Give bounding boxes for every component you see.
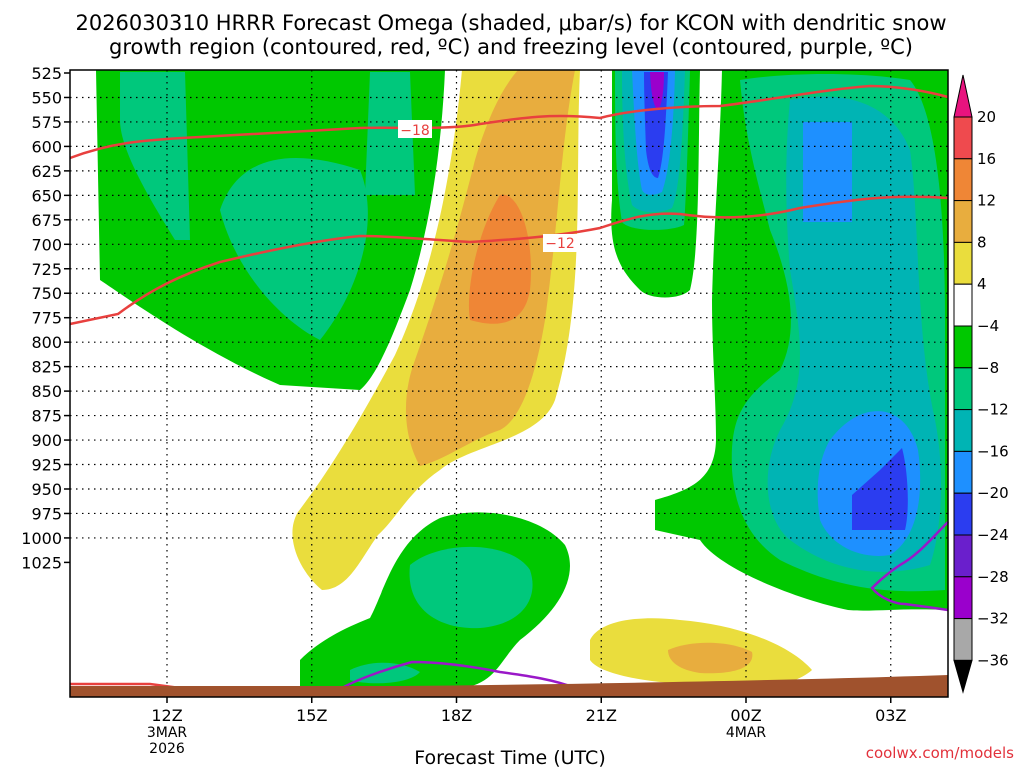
isotherm-minus-18	[69, 84, 949, 160]
colorbar-swatch	[953, 409, 973, 452]
dendritic-isotherms: −18 −12	[69, 84, 949, 326]
y-tick-label: 575	[31, 113, 62, 132]
colorbar-swatch	[953, 367, 973, 411]
colorbar-label: −32	[977, 610, 1009, 628]
y-tick-label: 750	[31, 284, 62, 303]
y-tick-label: 650	[31, 186, 62, 205]
x-tick-date: 4MAR	[726, 725, 767, 741]
y-tick-label: 800	[31, 333, 62, 352]
y-tick-label: 625	[31, 162, 62, 181]
chart-title-line1: 2026030310 HRRR Forecast Omega (shaded, …	[75, 11, 946, 35]
colorbar-label: 8	[977, 233, 987, 251]
x-axis-label: Forecast Time (UTC)	[414, 747, 605, 768]
x-tick-label: 18Z	[441, 706, 472, 725]
omega-region	[220, 158, 368, 340]
colorbar-swatch	[953, 534, 973, 578]
colorbar-label: 16	[977, 150, 996, 168]
plot-frame	[69, 69, 949, 698]
colorbar-label: 20	[977, 108, 996, 126]
colorbar-label: 12	[977, 192, 996, 210]
freezing-level-line	[341, 660, 576, 690]
colorbar-label: −36	[977, 651, 1009, 669]
colorbar-label: −28	[977, 568, 1009, 586]
isotherm-label-minus-18: −18	[400, 123, 430, 139]
y-tick-label: 700	[31, 235, 62, 254]
y-tick-label: 850	[31, 382, 62, 401]
colorbar-swatch	[953, 450, 973, 494]
colorbar-arrow-top	[953, 74, 973, 118]
x-tick-label: 12Z	[151, 706, 182, 725]
colorbar-label: −16	[977, 442, 1009, 460]
omega-region	[350, 662, 420, 684]
freezing-level	[341, 521, 949, 690]
x-tick-date: 3MAR	[147, 725, 188, 741]
omega-region	[365, 72, 415, 195]
colorbar-label: −8	[977, 359, 999, 377]
chart-title-line2: growth region (contoured, red, ºC) and f…	[109, 35, 913, 59]
isotherm-minus-12	[69, 195, 949, 326]
colorbar-swatch	[953, 325, 973, 369]
colorbar-label: −24	[977, 526, 1009, 544]
colorbar-label: −20	[977, 484, 1009, 502]
x-tick-label: 00Z	[730, 706, 761, 725]
colorbar: 20 16 12 8 4 −4 −8 −12 −16 −20 −24 −28 −32 −36	[953, 74, 1009, 694]
y-tick-label: 550	[31, 88, 62, 107]
colorbar-swatch	[953, 618, 973, 661]
credit-text: coolwx.com/models	[866, 744, 1014, 762]
y-tick-label: 825	[31, 358, 62, 377]
freezing-level-line	[870, 521, 949, 612]
y-tick-label: 975	[31, 504, 62, 523]
colorbar-swatch	[953, 492, 973, 536]
omega-region	[120, 72, 190, 240]
omega-region	[668, 642, 753, 674]
colorbar-label: −12	[977, 401, 1009, 419]
y-tick-label: 525	[31, 64, 62, 83]
x-tick-label: 21Z	[586, 706, 617, 725]
colorbar-swatch	[953, 283, 973, 327]
y-tick-label: 900	[31, 431, 62, 450]
isotherm-label-minus-12: −12	[545, 236, 575, 252]
colorbar-swatch	[953, 116, 973, 160]
y-tick-label: 1025	[21, 553, 62, 572]
omega-region	[650, 72, 664, 110]
colorbar-arrow-bottom	[953, 659, 973, 694]
colorbar-swatch	[953, 200, 973, 243]
omega-region	[852, 448, 908, 530]
omega-shading	[96, 70, 948, 688]
y-tick-label: 725	[31, 260, 62, 279]
colorbar-label: −4	[977, 317, 999, 335]
y-axis: 525 550 575 600 625 650 675 700 725 750 775 800 825 8…	[21, 64, 70, 572]
y-tick-label: 675	[31, 211, 62, 230]
x-tick-label: 03Z	[875, 706, 906, 725]
surface-terrain	[70, 675, 948, 697]
x-tick-year: 2026	[149, 741, 185, 757]
omega-region	[409, 546, 533, 629]
colorbar-swatch	[953, 576, 973, 620]
colorbar-swatch	[953, 158, 973, 202]
omega-region	[468, 194, 531, 324]
y-tick-label: 1000	[21, 529, 62, 548]
y-tick-label: 925	[31, 456, 62, 475]
x-tick-label: 15Z	[296, 706, 327, 725]
y-tick-label: 950	[31, 480, 62, 499]
colorbar-swatch	[953, 241, 973, 285]
y-tick-label: 775	[31, 309, 62, 328]
y-tick-label: 600	[31, 137, 62, 156]
y-tick-label: 875	[31, 407, 62, 426]
colorbar-label: 4	[977, 275, 987, 293]
grid-lines	[70, 70, 948, 697]
